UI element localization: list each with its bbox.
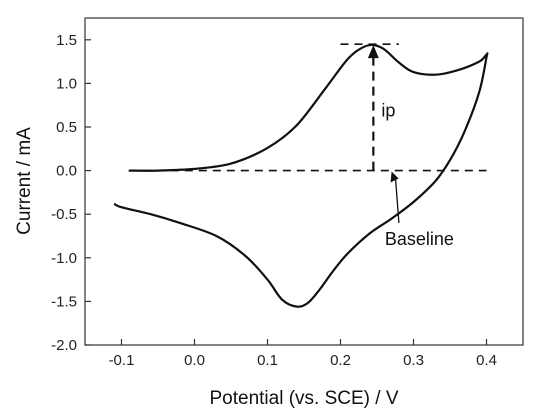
cv-curve: [113, 43, 489, 308]
annotation-labels: ip Baseline: [381, 101, 454, 249]
y-tick-label: -0.5: [51, 206, 77, 223]
x-tick-label: -0.1: [109, 352, 135, 369]
x-axis-title: Potential (vs. SCE) / V: [209, 388, 398, 409]
ip-label: ip: [381, 101, 395, 121]
baseline-pointer-line: [394, 179, 400, 223]
x-tick-label: 0.2: [330, 352, 351, 369]
y-tick-label: 1.0: [56, 75, 77, 92]
y-tick-label: 0.5: [56, 119, 77, 136]
annotation-lines: [128, 43, 487, 223]
baseline-pointer-head: [390, 171, 399, 183]
y-axis-title: Current / mA: [14, 127, 35, 235]
x-tick-label: 0.1: [257, 352, 278, 369]
y-tick-label: 0.0: [56, 163, 77, 180]
x-tick-label: 0.0: [184, 352, 205, 369]
y-tick-label: -1.0: [51, 250, 77, 267]
x-tick-label: 0.4: [476, 352, 497, 369]
baseline-label: Baseline: [385, 229, 454, 249]
axis-ticks: -0.1 0.0 0.1 0.2 0.3 0.4 -2.0 -1.5 -1.0 -0.5 0.0 0.…: [51, 32, 497, 369]
y-tick-label: 1.5: [56, 32, 77, 49]
y-tick-label: -1.5: [51, 293, 77, 310]
x-tick-label: 0.3: [403, 352, 424, 369]
y-tick-label: -2.0: [51, 337, 77, 354]
ip-arrow-head: [367, 45, 379, 59]
plot-frame: [84, 17, 524, 346]
